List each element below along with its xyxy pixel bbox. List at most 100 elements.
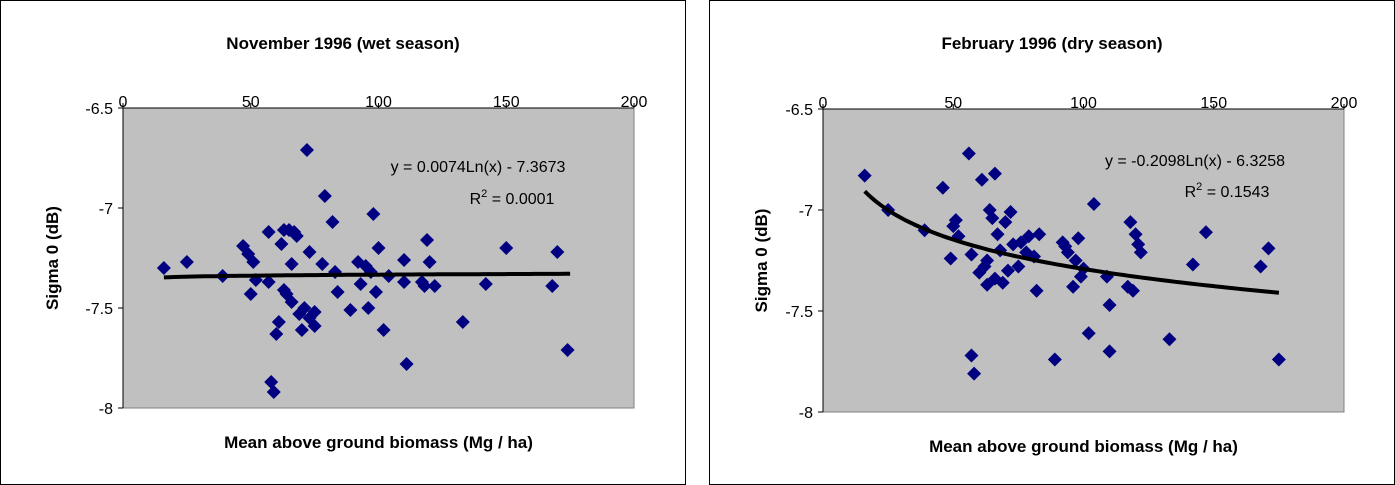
data-point — [1162, 332, 1177, 347]
data-point — [943, 251, 958, 266]
r-squared-label: R2 = 0.0001 — [470, 188, 555, 208]
data-point — [1133, 245, 1148, 260]
data-point — [289, 229, 304, 243]
r-squared-label: R2 = 0.1543 — [1185, 181, 1270, 201]
data-point — [478, 277, 493, 291]
data-point — [325, 215, 340, 229]
data-point — [1032, 227, 1047, 242]
data-point — [1000, 263, 1015, 278]
y-tick-label: -7.5 — [85, 301, 113, 318]
data-point — [299, 143, 314, 157]
trend-equation: y = 0.0074Ln(x) - 7.3673 — [391, 159, 566, 176]
data-point — [1006, 237, 1021, 252]
y-tick-label: -7.5 — [785, 304, 813, 321]
data-point — [399, 357, 414, 371]
y-tick-label: -8 — [99, 401, 113, 418]
chart-panel-november: November 1996 (wet season) 0 50 100 150 200 -6… — [0, 0, 686, 485]
data-point — [857, 168, 872, 183]
x-tick-label: 0 — [819, 95, 828, 112]
data-point — [1081, 326, 1096, 341]
data-point — [315, 257, 330, 271]
data-point — [307, 319, 322, 333]
data-point — [266, 385, 281, 399]
y-axis-title: Sigma 0 (dB) — [752, 209, 771, 313]
data-point — [271, 315, 286, 329]
data-point — [330, 285, 345, 299]
data-point — [1047, 352, 1062, 367]
data-series — [156, 143, 575, 399]
data-point — [985, 211, 1000, 226]
data-point — [156, 261, 171, 275]
data-point — [1086, 196, 1101, 211]
data-point — [420, 233, 435, 247]
data-point — [995, 275, 1010, 290]
plot-area — [122, 107, 635, 409]
data-point — [1253, 259, 1268, 274]
trend-line — [163, 271, 571, 280]
data-point — [550, 245, 565, 259]
data-point — [967, 366, 982, 381]
data-point — [297, 301, 312, 315]
data-point — [987, 166, 1002, 181]
data-point — [1060, 245, 1075, 260]
data-point — [179, 255, 194, 269]
data-point — [284, 257, 299, 271]
x-tick-label: 150 — [1200, 95, 1227, 112]
data-point — [990, 227, 1005, 242]
data-point — [1071, 231, 1086, 246]
data-point — [397, 275, 412, 289]
data-point — [353, 277, 368, 291]
data-point — [302, 245, 317, 259]
data-point — [294, 323, 309, 337]
r-squared-prefix: R — [1185, 184, 1197, 201]
x-tick-label: 0 — [119, 94, 128, 111]
data-point — [366, 207, 381, 221]
y-tick-label: -6.5 — [85, 101, 113, 118]
x-tick-label: 50 — [242, 94, 260, 111]
data-point — [1102, 297, 1117, 312]
data-point — [317, 189, 332, 203]
data-point — [1011, 259, 1026, 274]
x-axis-title: Mean above ground biomass (Mg / ha) — [224, 433, 533, 452]
r-squared-superscript: 2 — [1196, 181, 1202, 193]
data-point — [998, 215, 1013, 230]
r-squared-value: = 0.0001 — [487, 191, 554, 208]
data-point — [261, 225, 276, 239]
data-point — [264, 375, 279, 389]
x-tick-label: 150 — [493, 94, 520, 111]
data-point — [1198, 225, 1213, 240]
data-point — [1068, 253, 1083, 268]
data-point — [417, 279, 432, 293]
data-point — [1102, 344, 1117, 359]
data-point — [269, 327, 284, 341]
y-tick-label: -7 — [99, 201, 113, 218]
data-point — [948, 213, 963, 228]
trend-equation: y = -0.2098Ln(x) - 6.3258 — [1105, 153, 1285, 170]
chart-title: February 1996 (dry season) — [941, 34, 1162, 53]
x-tick-label: 100 — [1070, 95, 1097, 112]
x-tick-label: 200 — [1331, 95, 1358, 112]
data-point — [964, 348, 979, 363]
data-point — [368, 285, 383, 299]
data-point — [246, 255, 261, 269]
data-point — [261, 275, 276, 289]
data-point — [545, 279, 560, 293]
trend-line — [863, 189, 1280, 295]
data-point — [1066, 279, 1081, 294]
x-tick-label: 200 — [621, 94, 648, 111]
data-point — [1128, 227, 1143, 242]
data-point — [1271, 352, 1286, 367]
data-point — [284, 295, 299, 309]
y-tick-label: -8 — [799, 405, 813, 422]
r-squared-value: = 0.1543 — [1202, 184, 1269, 201]
data-point — [1021, 229, 1036, 244]
x-axis-title: Mean above ground biomass (Mg / ha) — [929, 437, 1238, 456]
data-point — [964, 247, 979, 262]
scatter-chart-november: November 1996 (wet season) 0 50 100 150 200 -6… — [0, 0, 686, 485]
data-point — [1261, 241, 1276, 256]
data-point — [343, 303, 358, 317]
scatter-chart-february: February 1996 (dry season) 0 50 100 150 200 -6… — [709, 0, 1395, 485]
data-point — [397, 253, 412, 267]
x-tick-label: 100 — [365, 94, 392, 111]
chart-panel-february: February 1996 (dry season) 0 50 100 150 200 -6… — [709, 0, 1395, 485]
